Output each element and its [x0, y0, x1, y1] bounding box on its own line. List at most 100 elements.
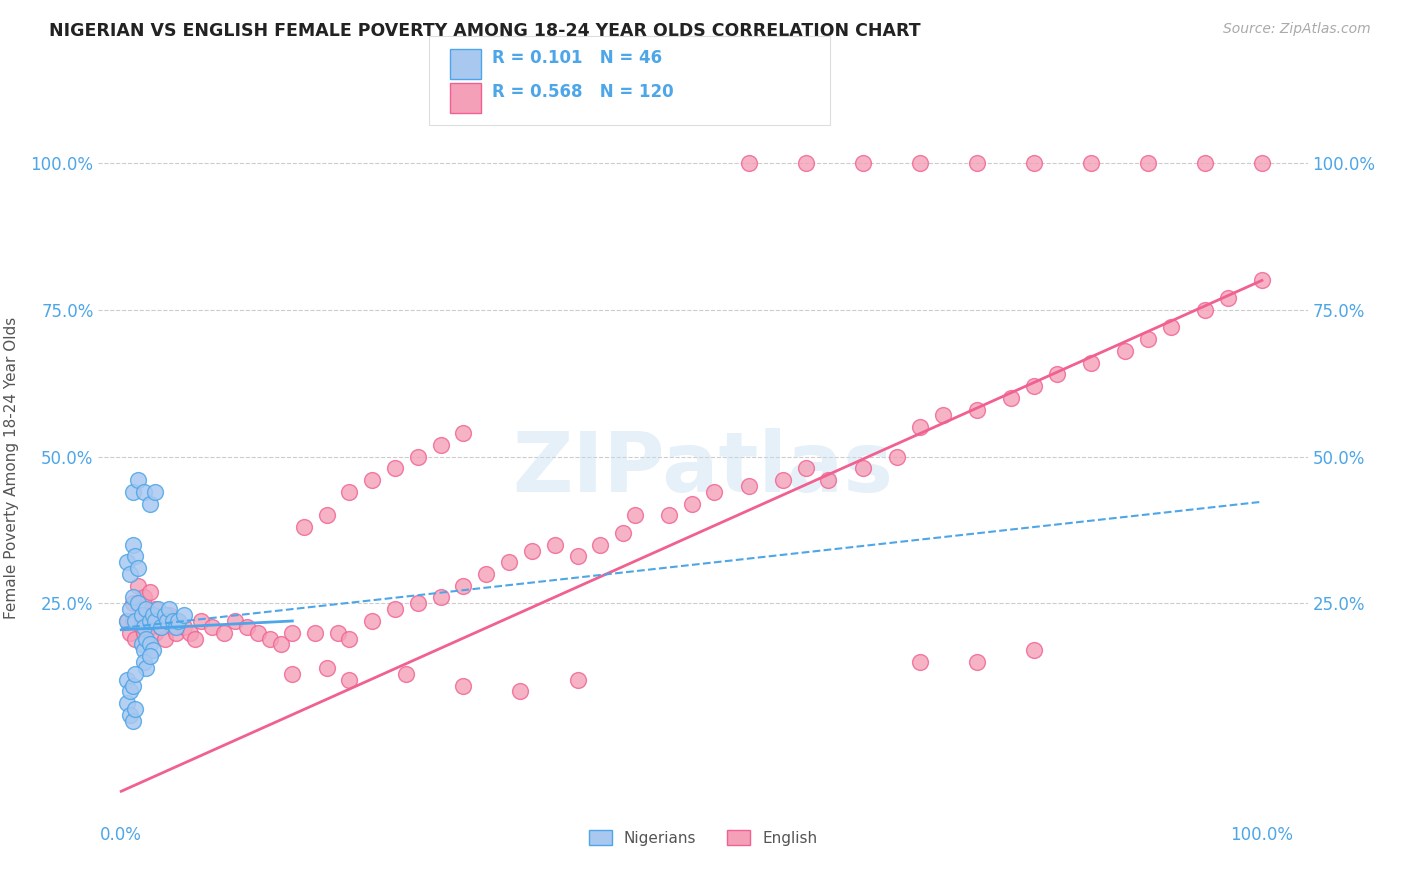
Point [121, 679, 143, 693]
Point [544, 538, 567, 552]
Point [1136, 156, 1159, 170]
Point [132, 643, 155, 657]
Point [120, 708, 142, 723]
Point [184, 632, 207, 646]
Point [361, 473, 384, 487]
Point [142, 614, 165, 628]
Point [1022, 156, 1045, 170]
Point [131, 637, 153, 651]
Point [201, 620, 224, 634]
Point [384, 461, 406, 475]
Point [135, 661, 157, 675]
Point [384, 602, 406, 616]
Point [429, 438, 451, 452]
Point [966, 402, 988, 417]
Point [966, 156, 988, 170]
Point [157, 602, 180, 616]
Point [127, 473, 149, 487]
Point [794, 461, 817, 475]
Point [127, 596, 149, 610]
Point [173, 608, 195, 623]
Point [135, 608, 157, 623]
Point [817, 473, 839, 487]
Point [139, 649, 162, 664]
Text: Source: ZipAtlas.com: Source: ZipAtlas.com [1223, 22, 1371, 37]
Point [1022, 643, 1045, 657]
Point [131, 608, 153, 623]
Point [121, 538, 143, 552]
Point [145, 602, 167, 616]
Point [1114, 343, 1136, 358]
Point [453, 679, 475, 693]
Point [315, 508, 337, 523]
Point [259, 632, 281, 646]
Point [908, 420, 931, 434]
Point [165, 620, 187, 634]
Point [292, 520, 315, 534]
Point [120, 684, 142, 698]
Point [1194, 302, 1216, 317]
Point [142, 643, 165, 657]
Point [1080, 356, 1102, 370]
Point [153, 632, 176, 646]
Point [121, 484, 143, 499]
Point [931, 409, 953, 423]
Point [703, 484, 725, 499]
Point [127, 561, 149, 575]
Point [429, 591, 451, 605]
Point [737, 156, 759, 170]
Point [127, 614, 149, 628]
Point [121, 591, 143, 605]
Point [1046, 368, 1069, 382]
Point [235, 620, 257, 634]
Point [224, 614, 246, 628]
Point [146, 602, 169, 616]
Point [124, 614, 146, 628]
Point [156, 614, 179, 628]
Point [115, 696, 138, 710]
Point [173, 620, 195, 634]
Point [167, 614, 190, 628]
Point [121, 614, 143, 628]
Point [337, 632, 360, 646]
Point [120, 567, 142, 582]
Point [132, 484, 155, 499]
Point [162, 614, 184, 628]
Point [139, 637, 162, 651]
Point [772, 473, 794, 487]
Legend: Nigerians, English: Nigerians, English [582, 823, 824, 852]
Point [326, 625, 349, 640]
Point [212, 625, 235, 640]
Text: ZIPatlas: ZIPatlas [513, 428, 893, 508]
Point [146, 614, 169, 628]
Point [908, 156, 931, 170]
Point [315, 661, 337, 675]
Point [120, 625, 142, 640]
Point [589, 538, 612, 552]
Point [150, 620, 173, 634]
Point [127, 579, 149, 593]
Point [1251, 273, 1274, 287]
Y-axis label: Female Poverty Among 18-24 Year Olds: Female Poverty Among 18-24 Year Olds [4, 318, 20, 619]
Point [135, 602, 157, 616]
Text: R = 0.101   N = 46: R = 0.101 N = 46 [492, 49, 662, 67]
Point [121, 714, 143, 728]
Point [1194, 156, 1216, 170]
Point [1080, 156, 1102, 170]
Point [247, 625, 270, 640]
Point [1022, 379, 1045, 393]
Point [121, 596, 143, 610]
Point [453, 579, 475, 593]
Point [167, 614, 190, 628]
Point [145, 484, 167, 499]
Point [337, 484, 360, 499]
Point [115, 614, 138, 628]
Point [520, 543, 543, 558]
Point [145, 625, 167, 640]
Point [281, 625, 304, 640]
Text: R = 0.568   N = 120: R = 0.568 N = 120 [492, 83, 673, 101]
Point [794, 156, 817, 170]
Point [190, 614, 212, 628]
Point [142, 608, 165, 623]
Point [852, 461, 875, 475]
